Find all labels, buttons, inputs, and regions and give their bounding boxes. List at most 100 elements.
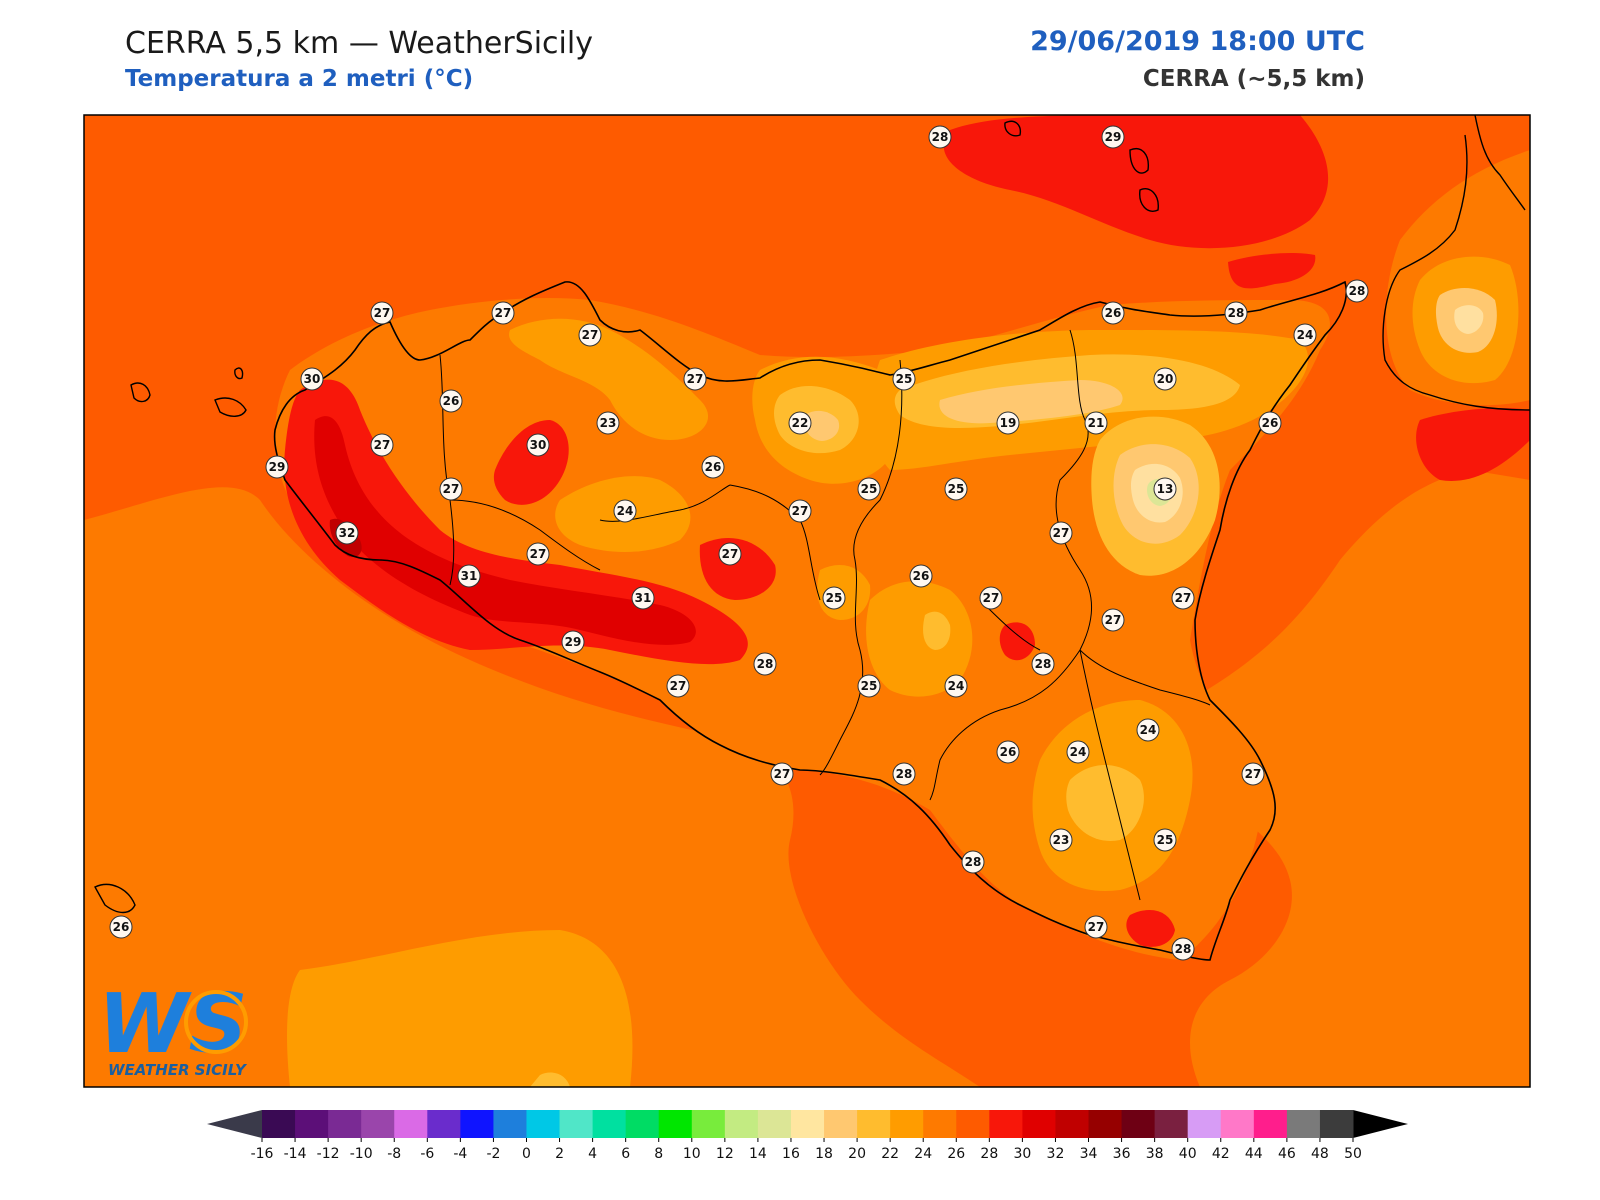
station-temperature-label: 24 [1070,745,1087,759]
station-circle [1066,740,1090,764]
station-marker: 19 [996,411,1020,435]
station-marker: 26 [439,389,463,413]
isotherm-26-se-sea [1186,470,1530,1087]
station-temperature-label: 27 [443,482,460,496]
station-marker: 21 [1084,411,1108,435]
station-circle [909,564,933,588]
weather-sicily-logo: WS WEATHER SICILY [98,977,248,1079]
station-temperature-label: 27 [670,679,687,693]
station-temperature-label: 27 [1105,613,1122,627]
station-circle [1258,411,1282,435]
station-circle [892,367,916,391]
station-marker: 28 [892,762,916,786]
isotherm-20-north-central [804,410,840,441]
station-marker: 26 [1258,411,1282,435]
station-circle [578,323,602,347]
station-marker: 27 [788,499,812,523]
station-circle [491,301,515,325]
station-temperature-label: 23 [1053,833,1070,847]
station-circle [1101,125,1125,149]
colorbar-tick-label: -6 [420,1146,434,1162]
colorbar-tick-label: 0 [522,1146,531,1162]
station-temperature-label: 27 [1175,591,1192,605]
isotherm-18-calabria [1454,305,1484,334]
colorbar-tick-label: 12 [716,1146,734,1162]
station-circle [1049,828,1073,852]
map-frame [83,114,1531,1088]
valid-datetime: 29/06/2019 18:00 UTC [1030,26,1365,57]
colorbar-swatch [790,1110,825,1138]
colorbar-tick-label: -8 [387,1146,401,1162]
station-temperature-label: 25 [896,372,913,386]
isotherm-24-sw-sea [287,930,633,1087]
station-temperature-label: 25 [1157,833,1174,847]
colorbar-tick-label: -14 [284,1146,307,1162]
station-marker: 25 [822,586,846,610]
colorbar-swatch [394,1110,428,1138]
colorbar-tick-label: 38 [1146,1146,1164,1162]
station-circle [596,411,620,435]
station-circle [788,411,812,435]
colorbar-swatch [262,1110,296,1138]
isotherm-24-26-sw [84,487,980,1087]
isotherm-30-messina [1228,252,1316,289]
colorbar-swatch [890,1110,924,1138]
station-temperature-label: 24 [948,679,965,693]
station-temperature-label: 29 [269,460,286,474]
colorbar-tick-label: 28 [980,1146,998,1162]
egadi-islands [130,367,247,417]
colorbar-swatch [1253,1110,1288,1138]
colorbar-swatch [691,1110,726,1138]
station-marker: 26 [701,455,725,479]
station-temperature-label: 26 [1000,745,1017,759]
colorbar-swatch [295,1110,329,1138]
colorbar-swatch [559,1110,594,1138]
logo-name: WEATHER SICILY [108,1061,248,1079]
isotherm-24-northwest [509,318,709,440]
station-marker: 29 [265,455,289,479]
station-circle [683,367,707,391]
logo-sun [184,990,248,1054]
station-marker: 26 [1101,301,1125,325]
isotherm-22-iblei [1066,765,1144,841]
station-temperature-label: 23 [600,416,617,430]
colorbar-swatch [757,1110,792,1138]
station-circle [961,850,985,874]
station-temperature-label: 25 [826,591,843,605]
station-circle [1084,915,1108,939]
station-marker: 27 [370,301,394,325]
colorbar-tick-label: 14 [749,1146,767,1162]
station-temperature-label: 26 [443,394,460,408]
station-marker: 25 [1153,828,1177,852]
station-marker: 23 [596,411,620,435]
colorbar-swatch [1154,1110,1189,1138]
station-marker: 28 [1224,301,1248,325]
colorbar-tick-label: 34 [1080,1146,1098,1162]
station-marker: 26 [109,915,133,939]
station-temperature-label: 27 [1053,526,1070,540]
station-temperature-label: 31 [461,569,478,583]
station-temperature-label: 30 [530,438,547,452]
colorbar-tick-label: -4 [453,1146,467,1162]
colorbar-swatch [592,1110,627,1138]
colorbar-swatch [1121,1110,1156,1138]
station-marker: 31 [457,564,481,588]
station-marker: 26 [909,564,933,588]
model-label: CERRA (~5,5 km) [1142,66,1365,92]
colorbar-swatch [1286,1110,1321,1138]
station-temperature-label: 21 [1088,416,1105,430]
station-circle [526,542,550,566]
station-circle [1084,411,1108,435]
colorbar-tick-label: 36 [1113,1146,1131,1162]
station-circle [1171,937,1195,961]
station-circle [718,542,742,566]
colorbar-swatch [328,1110,362,1138]
station-circle [1345,279,1369,303]
colorbar-swatch [427,1110,461,1138]
station-marker: 24 [1136,718,1160,742]
station-temperature-label: 24 [1140,723,1157,737]
station-marker: 25 [892,367,916,391]
station-marker: 27 [439,477,463,501]
station-circle [788,499,812,523]
station-marker: 28 [1345,279,1369,303]
